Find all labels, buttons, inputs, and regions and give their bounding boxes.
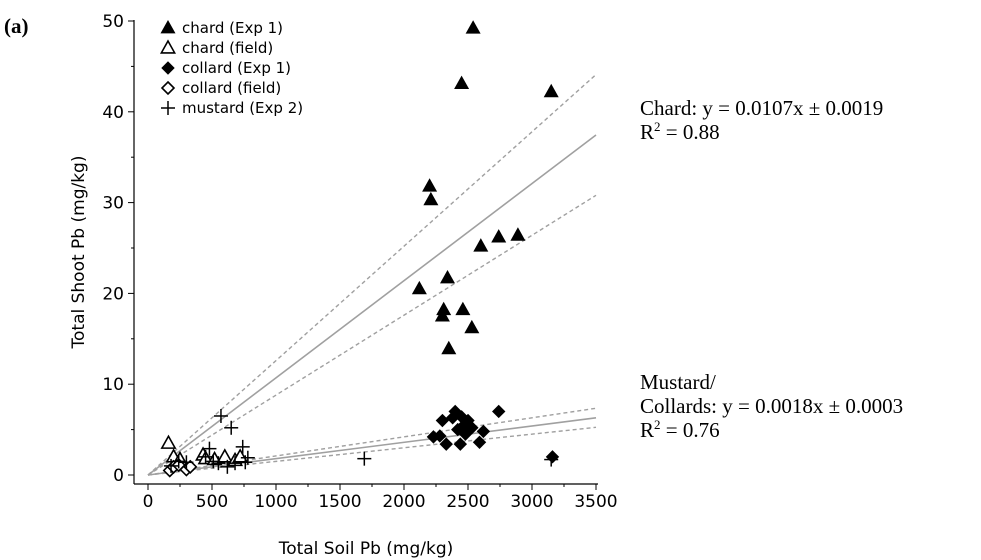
chard-upper-band [147, 74, 597, 476]
x-tick-label: 500 [196, 492, 228, 512]
tick-marks: 0 500 1000 1500 2000 2500 3000 3500 0 10 20 30 40 50 [102, 12, 617, 512]
chard-exp-1-point [454, 75, 470, 90]
collard-exp-1-point [458, 427, 473, 441]
y-tick-label: 30 [102, 194, 124, 214]
mustard-exp-2-point [228, 456, 243, 471]
mustard-exp-2-point [220, 459, 235, 474]
collard-exp-1-point [476, 424, 491, 439]
mustard-r2-value: = 0.76 [660, 418, 720, 442]
legend-marker-mustard-exp-2 [161, 101, 175, 115]
x-tick-label: 1500 [318, 492, 361, 512]
mustard-exp-2-point [179, 455, 194, 470]
chard-field-point [216, 448, 233, 463]
y-tick-label: 50 [102, 12, 124, 32]
legend-marker-collard-exp-1 [161, 61, 175, 75]
x-tick-label: 2500 [446, 492, 489, 512]
chard-r2-prefix: R [640, 120, 655, 144]
legend-label-mustard-exp-2: mustard (Exp 2) [182, 99, 303, 117]
mustard-exp-2-point [357, 451, 372, 466]
mustard-exp-2-point [164, 458, 179, 473]
chard-exp-1-point [441, 340, 457, 355]
collard-exp-1-point [492, 404, 506, 419]
mustard-collards-fit-annotation: Mustard/ Collards: y = 0.0018x ± 0.0003 … [640, 370, 903, 442]
y-tick-label: 0 [113, 466, 124, 486]
chard-exp-1-point [473, 238, 489, 252]
x-tick-label: 0 [143, 492, 154, 512]
x-axis-label: Total Soil Pb (mg/kg) [278, 539, 454, 559]
mustard-exp-2-point [235, 439, 250, 454]
chard-exp-1-point [465, 20, 481, 34]
mustard-exp-2-point [171, 454, 186, 469]
y-tick-label: 20 [102, 284, 124, 304]
chard-r-squared: R2 = 0.88 [640, 120, 883, 144]
x-tick-label: 3500 [574, 492, 617, 512]
collard-exp-1-point [472, 435, 487, 450]
mustard-exp-2-point [224, 420, 239, 435]
chard-exp-1-point [411, 280, 427, 295]
y-tick-label: 10 [102, 375, 124, 395]
chard-fit-line [147, 134, 597, 476]
x-tick-label: 2000 [382, 492, 425, 512]
collard-exp-1-point [439, 437, 453, 451]
legend-label-collard-field: collard (field) [182, 79, 281, 97]
legend-label-collard-exp-1: collard (Exp 1) [182, 59, 291, 77]
mustard-collards-equation: Collards: y = 0.0018x ± 0.0003 [640, 394, 904, 418]
mustard-r2-prefix: R [640, 418, 655, 442]
axes [133, 20, 598, 485]
x-tick-label: 3000 [510, 492, 553, 512]
mustard-exp-2-point [213, 408, 228, 423]
mustard-collards-lower-band [147, 426, 597, 476]
chard-fit-annotation: Chard: y = 0.0107x ± 0.0019 R2 = 0.88 [640, 96, 883, 144]
chard-r2-sup: 2 [654, 119, 661, 134]
collard-exp-1-point [433, 429, 447, 443]
chard-lower-band [147, 194, 597, 476]
mustard-exp-2-point [544, 452, 559, 467]
legend-marker-collard-field [160, 80, 176, 96]
mustard-exp-2-point [211, 456, 226, 471]
chard-r2-value: = 0.88 [660, 120, 720, 144]
legend-marker-chard-field [159, 39, 177, 54]
collard-exp-1-point [453, 437, 468, 451]
chard-exp-1-point [543, 83, 559, 98]
chard-exp-1-point [510, 227, 526, 241]
chard-equation: Chard: y = 0.0107x ± 0.0019 [640, 96, 884, 120]
collard-exp-1-point [545, 450, 560, 464]
mustard-collards-upper-band [147, 407, 597, 476]
y-axis-label: Total Shoot Pb (mg/kg) [69, 156, 89, 350]
legend-label-chard-field: chard (field) [182, 39, 273, 57]
collard-exp-1-point [435, 413, 450, 428]
y-tick-label: 40 [102, 103, 124, 123]
chard-exp-1-point [464, 319, 480, 334]
collard-exp-1-point [465, 421, 479, 435]
chard-exp-1-point [440, 269, 456, 284]
mustard-exp-2-point [240, 450, 255, 465]
x-tick-label: 1000 [254, 492, 297, 512]
fit-lines [147, 74, 597, 476]
legend-label-chard-exp-1: chard (Exp 1) [182, 19, 283, 37]
mustard-collards-r-squared: R2 = 0.76 [640, 418, 903, 442]
chard-exp-1-point [436, 301, 452, 316]
panel-label: (a) [4, 14, 29, 38]
legend-marker-chard-exp-1 [160, 19, 176, 34]
chard-field-point [160, 434, 177, 449]
mustard-exp-2-point [202, 441, 217, 456]
mustard-label: Mustard/ [640, 370, 716, 394]
mustard-exp-2-point [198, 449, 213, 464]
mustard-collards-fit-line [147, 417, 597, 476]
chard-exp-1-point [423, 191, 439, 206]
legend: chard (Exp 1) chard (field) collard (Exp 1… [159, 19, 303, 117]
chard-exp-1-point [422, 178, 438, 192]
chard-exp-1-point [455, 301, 471, 316]
mustard-r2-sup: 2 [654, 417, 661, 432]
chard-exp-1-point [491, 229, 507, 243]
data-points [160, 20, 560, 478]
